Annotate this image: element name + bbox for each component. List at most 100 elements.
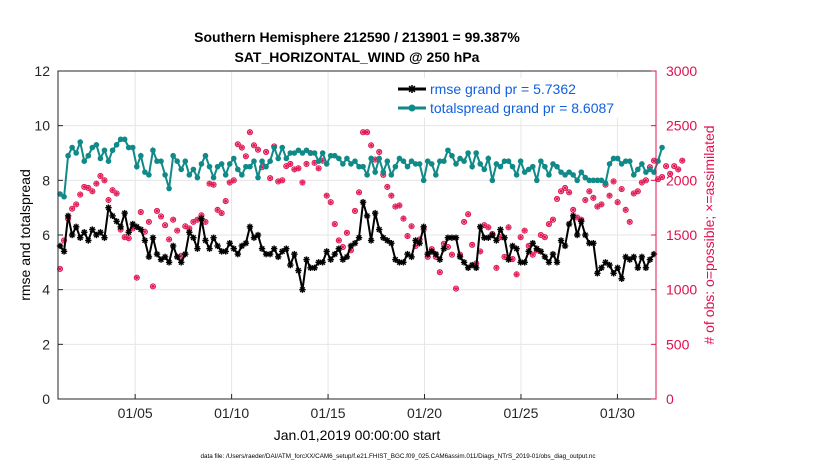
obs-assimilated-point (635, 188, 641, 194)
obs-assimilated-point (619, 186, 625, 192)
rmse-point (557, 237, 565, 244)
obs-assimilated-point (186, 226, 192, 231)
totalspread-point (590, 177, 597, 184)
rmse-point (117, 223, 124, 230)
totalspread-point (263, 163, 269, 170)
obs-assimilated-point (599, 201, 604, 207)
totalspread-point (441, 158, 447, 164)
totalspread-point (396, 155, 403, 162)
obs-possible-point (485, 224, 492, 231)
rmse-point (242, 240, 250, 247)
obs-possible-point (606, 192, 613, 199)
rmse-point (101, 234, 108, 241)
totalspread-point (606, 161, 613, 167)
rmse-point (206, 245, 213, 252)
obs-assimilated-point (522, 228, 528, 234)
rmse-point (501, 234, 508, 241)
obs-possible-point (246, 129, 253, 136)
right-tick-label: 500 (666, 336, 690, 352)
rmse-point (359, 199, 367, 206)
right-y-axis-label: # of obs: o=possible; ×=assimilated (701, 125, 717, 344)
legend-box (393, 78, 653, 118)
totalspread-point (376, 155, 383, 162)
rmse-point (533, 245, 541, 252)
obs-assimilated-point (667, 171, 673, 177)
obs-assimilated-point (405, 233, 410, 239)
right-tick-label: 3000 (666, 63, 697, 79)
obs-possible-point (436, 269, 443, 276)
totalspread-point (424, 158, 431, 164)
rmse-point (452, 234, 460, 241)
rmse-point (149, 234, 157, 241)
obs-possible-point (162, 222, 169, 229)
obs-assimilated-point (388, 193, 394, 199)
totalspread-point (214, 163, 221, 170)
x-tick-label: 01/30 (600, 405, 635, 421)
x-axis: 01/05 01/10 01/15 01/20 01/25 01/30 (118, 394, 635, 421)
rmse-point (279, 248, 286, 255)
totalspread-point (150, 147, 156, 154)
rmse-point (456, 253, 464, 261)
obs-possible-point (267, 175, 274, 182)
obs-assimilated-point (182, 223, 188, 229)
obs-assimilated-point (502, 254, 507, 260)
obs-assimilated-point (352, 208, 358, 214)
obs-assimilated-point (324, 193, 330, 199)
rmse-point (412, 237, 419, 244)
totalspread-point (319, 150, 326, 156)
obs-assimilated-point (514, 271, 520, 277)
rmse-point (182, 250, 189, 258)
obs-possible-point (610, 178, 617, 185)
obs-possible-point (343, 229, 350, 236)
totalspread-point (109, 147, 116, 154)
rmse-point (630, 253, 637, 261)
totalspread-point (182, 158, 189, 164)
obs-assimilated-point (300, 180, 305, 185)
obs-assimilated-point (279, 177, 285, 183)
obs-assimilated-point (611, 179, 616, 184)
obs-possible-point (170, 216, 177, 223)
rmse-point (331, 250, 338, 258)
rmse-point (464, 264, 472, 271)
obs-possible-point (101, 177, 108, 184)
totalspread-point (384, 158, 391, 164)
rmse-point (254, 231, 262, 239)
rmse-point (113, 218, 120, 225)
totalspread-point (477, 161, 484, 167)
rmse-point (169, 242, 177, 250)
totalspread-point (190, 166, 197, 173)
rmse-point (287, 261, 294, 269)
totalspread-point (465, 150, 471, 156)
rmse-point (355, 234, 363, 241)
obs-assimilated-point (401, 216, 406, 221)
obs-assimilated-point (392, 204, 398, 209)
obs-possible-point (327, 199, 334, 206)
totalspread-point (323, 161, 330, 167)
rmse-point (222, 248, 229, 255)
totalspread-point (113, 142, 120, 148)
rmse-point (157, 256, 165, 263)
totalspread-point (69, 144, 75, 151)
totalspread-point (372, 169, 378, 175)
rmse-point (392, 256, 399, 263)
obs-assimilated-point (356, 189, 362, 195)
obs-possible-point (634, 188, 641, 195)
rmse-point (283, 245, 290, 252)
obs-possible-point (137, 208, 144, 216)
obs-possible-point (368, 142, 375, 149)
obs-assimilated-point (397, 203, 402, 208)
obs-possible-point (469, 241, 476, 248)
totalspread-point (453, 161, 459, 167)
rmse-point (60, 248, 68, 255)
obs-assimilated-point (570, 207, 576, 213)
totalspread-point (473, 150, 479, 156)
rmse-point (489, 231, 496, 239)
obs-possible-point (331, 221, 338, 228)
rmse-point (173, 253, 181, 261)
rmse-point (238, 242, 246, 250)
totalspread-point (218, 161, 225, 167)
rmse-point (85, 237, 92, 244)
totalspread-point (105, 158, 112, 164)
obs-assimilated-point (364, 129, 370, 135)
totalspread-point (360, 163, 366, 170)
